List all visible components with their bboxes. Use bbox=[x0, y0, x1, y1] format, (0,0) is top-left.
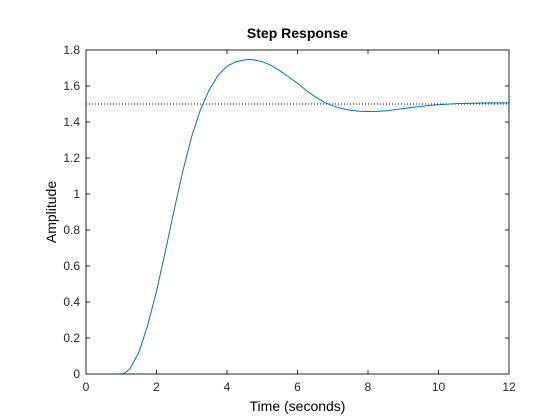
y-tick-label: 0.6 bbox=[63, 259, 80, 273]
x-tick-label: 6 bbox=[294, 380, 301, 394]
y-tick-label: 0.2 bbox=[63, 331, 80, 345]
y-tick-label: 0.4 bbox=[63, 295, 80, 309]
tick-labels-layer: 0 2 4 6 8 10 12 0 0.2 0.4 0.6 0.8 1 1.2 1.4 1.6 1.8 bbox=[63, 43, 516, 394]
y-axis-label: Amplitude bbox=[43, 181, 59, 243]
step-response-line bbox=[86, 59, 509, 375]
y-tick-label: 0 bbox=[73, 367, 80, 381]
y-tick-label: 1 bbox=[73, 187, 80, 201]
x-tick-label: 4 bbox=[224, 380, 231, 394]
x-axis-label: Time (seconds) bbox=[250, 398, 346, 414]
x-tick-label: 12 bbox=[502, 380, 516, 394]
plot-frame bbox=[85, 49, 510, 375]
plot-area bbox=[86, 50, 509, 374]
y-tick-label: 1.6 bbox=[63, 79, 80, 93]
x-tick-label: 10 bbox=[432, 380, 446, 394]
x-tick-label: 0 bbox=[83, 380, 90, 394]
y-tick-label: 1.8 bbox=[63, 43, 80, 57]
x-tick-label: 2 bbox=[153, 380, 160, 394]
y-tick-label: 1.2 bbox=[63, 151, 80, 165]
y-tick-label: 0.8 bbox=[63, 223, 80, 237]
chart-title: Step Response bbox=[247, 25, 348, 41]
x-tick-label: 8 bbox=[365, 380, 372, 394]
y-tick-label: 1.4 bbox=[63, 115, 80, 129]
